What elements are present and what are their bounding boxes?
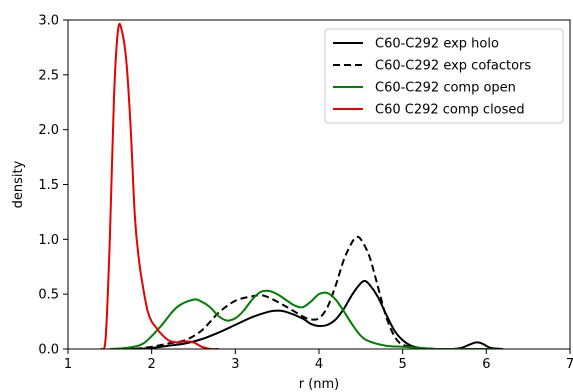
y-tick-label: 0.5: [38, 288, 59, 303]
y-tick-label: 0.0: [38, 343, 59, 358]
x-tick-label: 1: [64, 357, 72, 372]
legend-label: C60-C292 exp cofactors: [375, 59, 531, 74]
series-line-2: [134, 235, 437, 349]
legend-label: C60-C292 exp holo: [375, 37, 499, 52]
series-line-4: [100, 22, 219, 349]
legend-label: C60 C292 comp closed: [375, 103, 525, 118]
series-line-1: [118, 279, 504, 349]
y-tick-label: 2.5: [38, 68, 59, 83]
x-tick-label: 5: [399, 357, 407, 372]
y-tick-label: 1.5: [38, 178, 59, 193]
y-axis: 0.0 0.5 1.0 1.5 2.0 2.5 3.0: [38, 14, 68, 358]
y-tick-label: 2.0: [38, 123, 59, 138]
x-tick-label: 3: [231, 357, 239, 372]
legend-label: C60-C292 comp open: [375, 81, 516, 96]
y-axis-label: density: [11, 160, 26, 208]
x-tick-label: 6: [482, 357, 490, 372]
legend: C60-C292 exp holo C60-C292 exp cofactors C…: [324, 28, 564, 124]
x-axis-label: r (nm): [299, 377, 340, 392]
y-tick-label: 1.0: [38, 233, 59, 248]
x-tick-label: 2: [148, 357, 156, 372]
y-tick-label: 3.0: [38, 14, 59, 29]
x-tick-label: 7: [566, 357, 573, 372]
x-tick-label: 4: [315, 357, 323, 372]
legend-box: [324, 28, 564, 124]
x-axis: 1 2 3 4 5 6 7: [64, 349, 573, 372]
series-line-3: [109, 289, 495, 349]
